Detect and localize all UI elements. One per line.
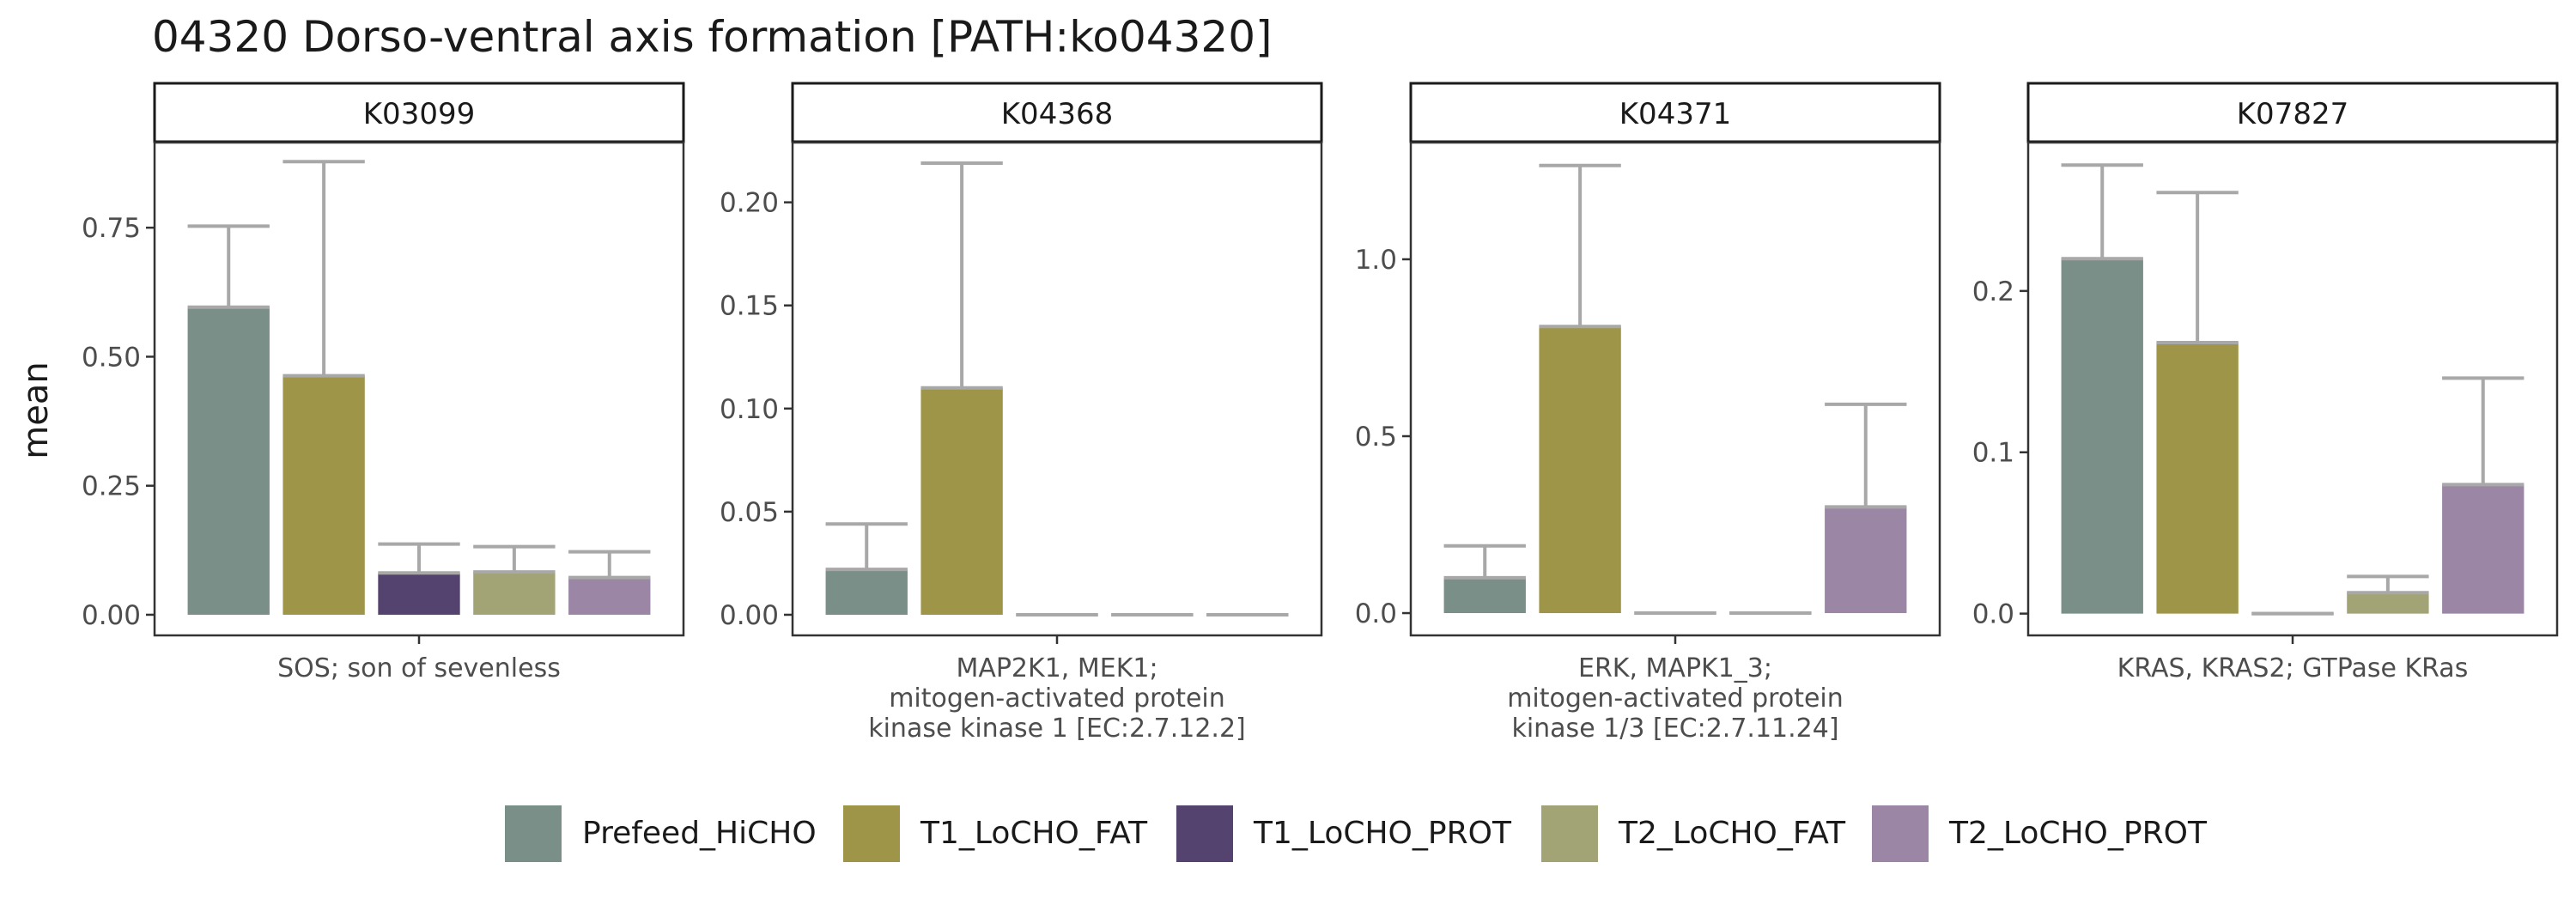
- legend-item-t1-locho-prot: T1_LoCHO_PROT: [1176, 805, 1512, 862]
- bar-t1-locho-fat: [2156, 342, 2239, 614]
- legend-item-t2-locho-fat: T2_LoCHO_FAT: [1541, 805, 1846, 862]
- legend-swatch: [1176, 805, 1233, 862]
- legend-swatch: [843, 805, 900, 862]
- x-tick-label: KRAS, KRAS2; GTPase KRas: [2117, 653, 2469, 683]
- y-tick-label: 0.0: [1355, 598, 1397, 629]
- facet-strip: [153, 82, 685, 143]
- y-tick-label: 0.15: [720, 291, 779, 322]
- bar-prefeed-hicho: [187, 307, 270, 615]
- x-tick-label: kinase 1/3 [EC:2.7.11.24]: [1511, 714, 1838, 744]
- bar-t2-locho-prot: [568, 577, 651, 615]
- y-tick-label: 0.00: [720, 600, 779, 631]
- x-tick-label: MAP2K1, MEK1;: [956, 653, 1157, 683]
- x-tick-label: mitogen-activated protein: [1507, 683, 1844, 714]
- facet-strip-label: K03099: [363, 97, 475, 131]
- bar-t1-locho-fat: [283, 375, 365, 615]
- panel-k03099: K03099 0.00 0.25 0.50 0.75 SOS; son of sevenl…: [82, 82, 685, 683]
- y-tick-label: 0.10: [720, 394, 779, 425]
- facet-strip: [791, 82, 1323, 143]
- bar-prefeed-hicho: [825, 569, 908, 615]
- legend-label: T1_LoCHO_PROT: [1253, 816, 1512, 851]
- legend-swatch: [1541, 805, 1598, 862]
- bar-t2-locho-fat: [473, 572, 556, 615]
- y-tick-label: 0.0: [1972, 599, 2014, 630]
- x-tick-label: kinase kinase 1 [EC:2.7.12.2]: [868, 714, 1246, 744]
- legend: Prefeed_HiCHO T1_LoCHO_FAT T1_LoCHO_PROT T2…: [505, 805, 2208, 862]
- y-tick-label: 0.25: [82, 471, 141, 502]
- y-axis-label: mean: [16, 361, 56, 459]
- bar-t1-locho-prot: [378, 573, 460, 615]
- y-tick-label: 1.0: [1355, 245, 1397, 276]
- y-tick-label: 0.5: [1355, 422, 1397, 452]
- legend-label: Prefeed_HiCHO: [582, 816, 817, 851]
- legend-swatch: [1872, 805, 1929, 862]
- y-tick-label: 0.75: [82, 213, 141, 244]
- chart-title: 04320 Dorso-ventral axis formation [PATH…: [152, 12, 1273, 62]
- bar-t2-locho-prot: [1825, 507, 1907, 614]
- legend-item-prefeed-hicho: Prefeed_HiCHO: [505, 805, 817, 862]
- bar-prefeed-hicho: [1443, 577, 1526, 614]
- legend-item-t2-locho-prot: T2_LoCHO_PROT: [1872, 805, 2208, 862]
- y-tick-label: 0.05: [720, 497, 779, 528]
- legend-label: T2_LoCHO_PROT: [1948, 816, 2208, 851]
- y-tick-label: 0.20: [720, 188, 779, 219]
- legend-label: T2_LoCHO_FAT: [1618, 816, 1846, 851]
- x-tick-label: mitogen-activated protein: [889, 683, 1225, 714]
- panel-k04371: K04371 0.0 0.5 1.0 ERK, MAPK1_3;mitogen-acti…: [1355, 82, 1941, 744]
- y-tick-label: 0.2: [1972, 276, 2014, 307]
- panel-k04368: K04368 0.00 0.05 0.10 0.15 0.20 MAP2K1, MEK1;m…: [720, 82, 1323, 744]
- y-tick-label: 0.00: [82, 600, 141, 631]
- panels: K03099 0.00 0.25 0.50 0.75 SOS; son of sevenl…: [82, 82, 2559, 744]
- x-tick-label: ERK, MAPK1_3;: [1578, 653, 1772, 683]
- facet-strip-label: K07827: [2237, 97, 2348, 131]
- y-tick-label: 0.50: [82, 342, 141, 373]
- bar-t1-locho-fat: [920, 387, 1003, 615]
- panel-k07827: K07827 0.0 0.1 0.2 KRAS, KRAS2; GTPase KRas: [1972, 82, 2559, 683]
- bar-prefeed-hicho: [2061, 258, 2143, 614]
- bar-t2-locho-fat: [2347, 592, 2429, 614]
- legend-swatch: [505, 805, 562, 862]
- legend-label: T1_LoCHO_FAT: [920, 816, 1148, 851]
- facet-strip: [2026, 82, 2559, 143]
- facet-strip-label: K04368: [1001, 97, 1113, 131]
- legend-item-t1-locho-fat: T1_LoCHO_FAT: [843, 805, 1148, 862]
- bar-t1-locho-fat: [1539, 326, 1621, 614]
- facet-strip-label: K04371: [1619, 97, 1731, 131]
- bar-t2-locho-prot: [2442, 484, 2524, 614]
- x-tick-label: SOS; son of sevenless: [277, 653, 561, 683]
- y-tick-label: 0.1: [1972, 438, 2014, 469]
